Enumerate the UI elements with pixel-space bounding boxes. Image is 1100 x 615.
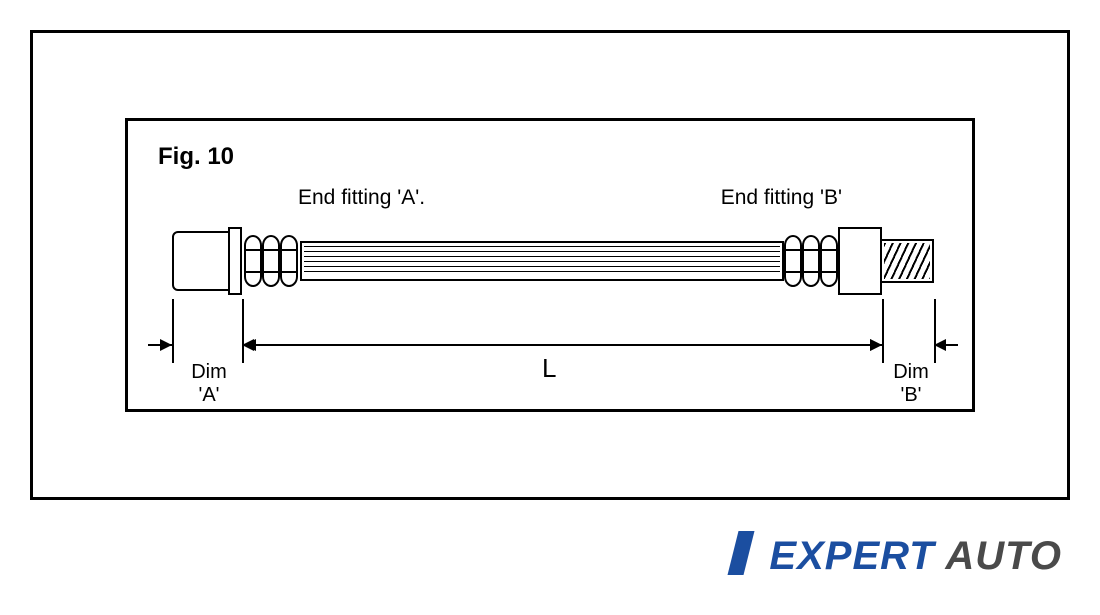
thread-hatch [884, 243, 930, 279]
dim-b-label: Dim 'B' [886, 361, 936, 407]
crimp-b [802, 235, 820, 287]
crimp-b [820, 235, 838, 287]
brand-watermark: EXPERT AUTO [733, 531, 1062, 579]
brand-word-1: EXPERT [769, 534, 934, 578]
ext-line [934, 299, 936, 363]
brand-accent [728, 531, 755, 575]
dim-a-line [148, 344, 172, 346]
dim-l-arrow-left [244, 339, 256, 351]
end-fitting-b-label: End fitting 'B' [721, 186, 842, 210]
figure-frame: Fig. 10 End fitting 'A'. End fitting 'B' [125, 118, 975, 412]
end-a-flange [228, 227, 242, 295]
crimp-a [280, 235, 298, 287]
crimp-a [244, 235, 262, 287]
hose-body [300, 241, 784, 281]
end-b-nut [838, 227, 882, 295]
end-fitting-a-label: End fitting 'A'. [298, 186, 425, 210]
end-a-socket [172, 231, 232, 291]
ext-line [172, 299, 174, 363]
crimp-a [262, 235, 280, 287]
ext-line [242, 299, 244, 363]
end-b-thread [880, 239, 934, 283]
diagram-canvas: Fig. 10 End fitting 'A'. End fitting 'B' [30, 30, 1070, 500]
ext-line [882, 299, 884, 363]
dim-l-line [256, 344, 870, 346]
hose-assembly [172, 225, 934, 297]
dim-b-line [858, 344, 882, 346]
brand-word-2: AUTO [945, 534, 1062, 578]
hose-ribbing [304, 246, 780, 276]
figure-number: Fig. 10 [158, 143, 234, 171]
crimp-b [784, 235, 802, 287]
dim-a-label: Dim 'A' [184, 361, 234, 407]
dim-l-label: L [542, 353, 556, 384]
dim-b-arrow-right [934, 339, 946, 351]
